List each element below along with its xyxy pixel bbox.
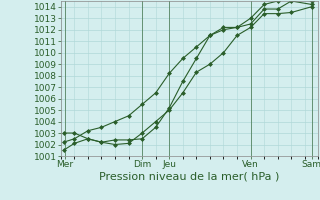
- X-axis label: Pression niveau de la mer( hPa ): Pression niveau de la mer( hPa ): [100, 172, 280, 182]
